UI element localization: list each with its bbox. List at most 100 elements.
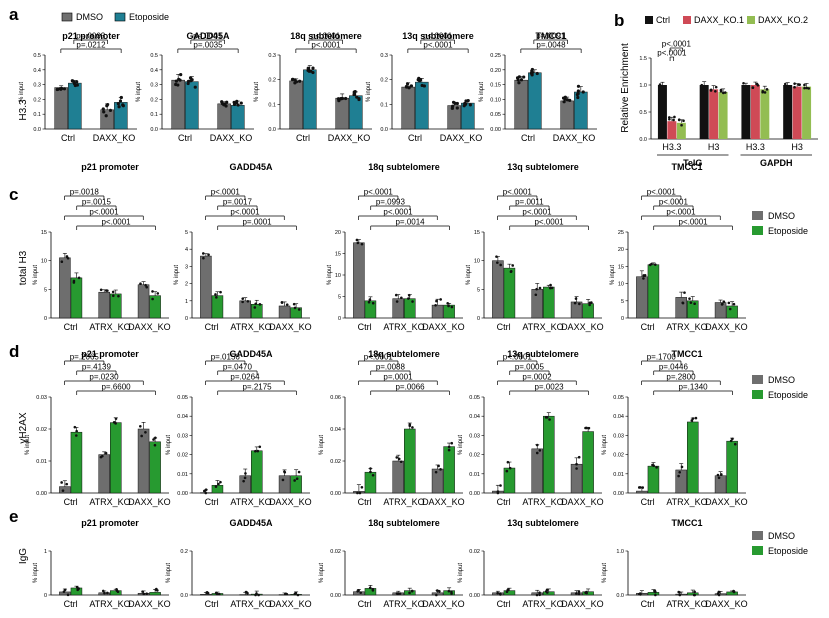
data-point	[116, 590, 120, 593]
y-tick-label: 0.02	[469, 453, 480, 459]
data-point	[411, 426, 414, 429]
y-tick-label: 0.0	[33, 127, 41, 133]
data-point	[450, 104, 455, 108]
pvalue-label: p<.0001	[230, 208, 260, 217]
pvalue-label: p=.0001	[383, 373, 413, 382]
data-point	[368, 298, 372, 301]
data-point	[344, 96, 348, 101]
legend-b: Ctrl DAXX_KO.1 DAXX_KO.2	[645, 15, 808, 25]
bar-c1-1-1	[110, 293, 122, 319]
data-point	[151, 290, 154, 293]
data-point	[691, 417, 695, 420]
data-point	[59, 87, 63, 91]
data-point	[435, 589, 439, 592]
group-label: GAPDH	[760, 158, 793, 168]
chart-title: TMCC1	[536, 31, 567, 41]
data-point	[723, 91, 727, 94]
pvalue-label: p<.0001	[383, 208, 413, 217]
y-axis-label: % input	[19, 82, 25, 102]
row-label-e: IgG	[18, 548, 29, 564]
x-tick-label: Ctrl	[641, 497, 655, 507]
y-tick-label: 0.5	[150, 53, 158, 59]
data-point	[65, 482, 69, 486]
data-point	[74, 434, 78, 437]
data-point	[732, 302, 736, 306]
x-tick-label: DAXX_KO	[210, 133, 253, 143]
chart-title: GADD45A	[186, 31, 230, 41]
y-tick-label: 0.0	[268, 127, 276, 133]
y-tick-label: 0.0	[616, 593, 624, 599]
bar-d1-2-0	[137, 428, 150, 494]
data-point	[75, 83, 79, 87]
data-point	[731, 437, 734, 441]
data-point	[545, 416, 549, 419]
legend-d-swatch-etoposide	[752, 390, 763, 399]
y-axis-label: % input	[166, 563, 172, 583]
data-point	[694, 416, 698, 420]
pvalue-label: p<.0001	[423, 32, 453, 41]
y-tick-label: 0.03	[613, 433, 624, 439]
y-tick-label: 0.20	[490, 68, 501, 74]
bar-a2-1-1	[231, 105, 245, 130]
bar-d1-0-1	[70, 431, 83, 494]
data-point	[145, 592, 149, 596]
legend-e-label-etoposide: Etoposide	[768, 546, 808, 556]
y-tick-label: 0.5	[639, 110, 647, 116]
x-tick-label: Ctrl	[521, 133, 535, 143]
data-point	[219, 480, 222, 484]
y-tick-label: 5	[621, 299, 624, 305]
data-point	[450, 305, 454, 309]
panel-label-b: b	[614, 11, 624, 30]
x-tick-label: DAXX_KO	[561, 599, 604, 609]
data-point	[562, 100, 566, 104]
data-point	[408, 591, 411, 595]
y-tick-label: 0.03	[469, 433, 480, 439]
data-point	[700, 83, 704, 87]
data-point	[577, 590, 581, 593]
y-axis-label: % input	[327, 265, 333, 285]
data-point	[239, 101, 243, 105]
data-point	[729, 439, 733, 443]
data-point	[576, 84, 581, 88]
data-point	[538, 591, 541, 595]
bar-b-3-2	[802, 86, 812, 139]
data-point	[144, 283, 147, 287]
data-point	[575, 592, 578, 595]
data-point	[311, 66, 315, 70]
data-point	[517, 81, 521, 85]
data-point	[292, 302, 296, 306]
data-point	[519, 78, 524, 82]
data-point	[101, 454, 104, 458]
legend-a-swatch-etoposide	[114, 12, 126, 22]
data-point	[765, 88, 769, 91]
y-tick-label: 0.04	[330, 427, 341, 433]
bar-c4-2-1	[582, 303, 594, 319]
y-tick-label: 0	[477, 316, 480, 322]
y-tick-label: 0.05	[613, 395, 624, 401]
row-label-d: γH2AX	[18, 412, 29, 443]
y-tick-label: 10	[335, 273, 341, 279]
y-tick-label: 0.1	[380, 102, 388, 108]
data-point	[220, 101, 224, 106]
y-axis-label: % input	[610, 265, 616, 285]
data-point	[506, 588, 510, 591]
chart-title: 18q subtelomere	[368, 518, 440, 528]
bar-a2-0-0	[171, 79, 185, 130]
data-point	[154, 436, 157, 440]
data-point	[352, 90, 356, 94]
y-tick-label: 10	[41, 259, 47, 265]
data-point	[496, 490, 500, 493]
data-point	[371, 301, 375, 305]
x-tick-label: DAXX_KO	[422, 599, 465, 609]
data-point	[783, 82, 787, 86]
y-axis-label: % input	[136, 82, 142, 102]
x-tick-label: ATRX_KO	[89, 497, 130, 507]
data-point	[103, 591, 106, 595]
data-point	[420, 83, 424, 88]
data-point	[508, 466, 512, 470]
data-point	[60, 481, 63, 484]
data-point	[588, 303, 591, 307]
bar-a1-1-1	[114, 102, 128, 130]
x-tick-label: Ctrl	[64, 599, 78, 609]
